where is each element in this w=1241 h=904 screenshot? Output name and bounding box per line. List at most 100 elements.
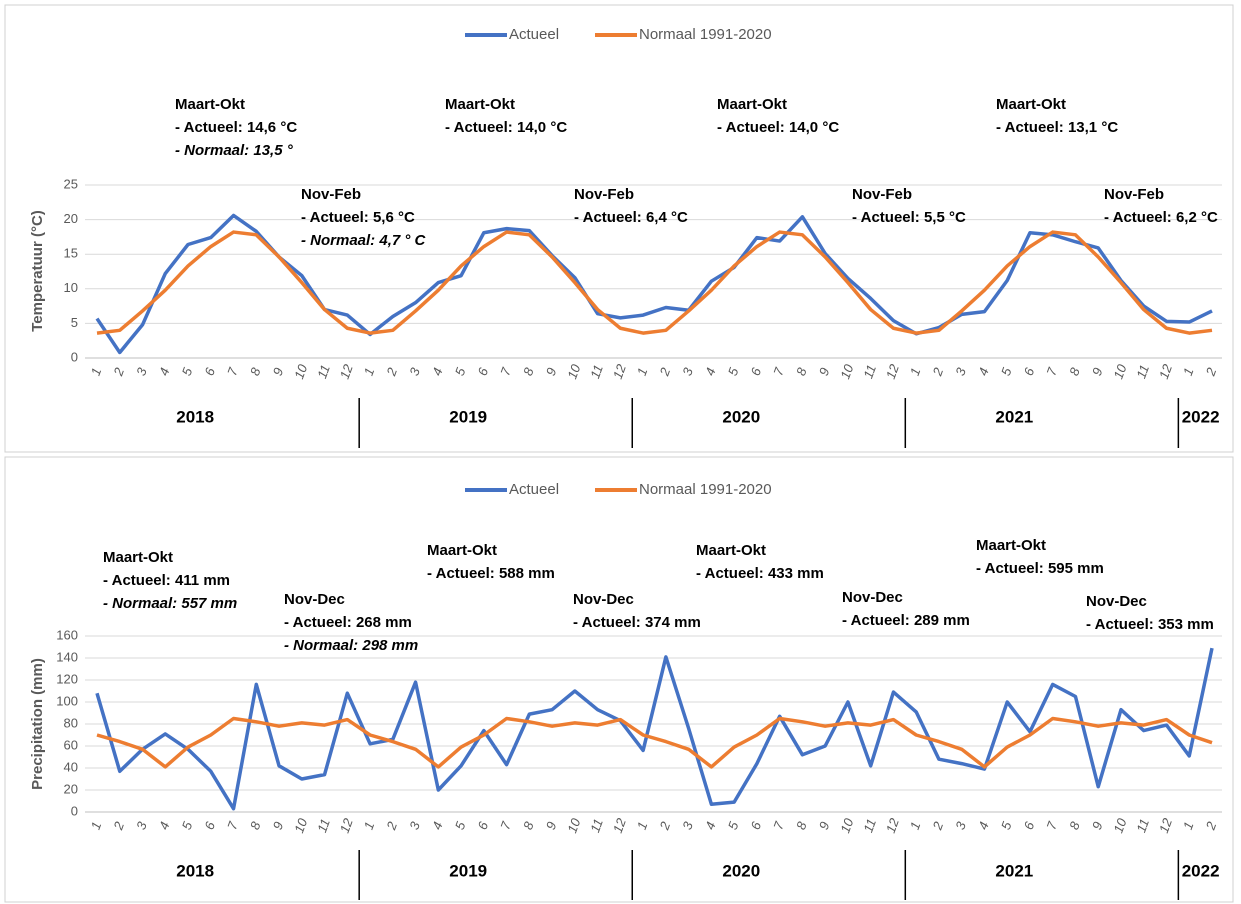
- annotation-normal: - Normaal: 4,7 ° C: [301, 232, 427, 249]
- annotation: - Actueel: 6,2 °C: [1104, 209, 1218, 226]
- x-tick-label: 9: [543, 366, 560, 378]
- x-tick-label: 5: [179, 365, 196, 378]
- annotation: Nov-Feb: [574, 186, 634, 203]
- annotation: Nov-Feb: [301, 186, 361, 203]
- series-line: [96, 230, 1213, 335]
- year-label: 2021: [995, 861, 1033, 880]
- x-tick-label: 5: [452, 365, 469, 378]
- annotation: - Actueel: 289 mm: [842, 612, 970, 629]
- annotation: - Actueel: 268 mm: [284, 614, 412, 631]
- annotation: Maart-Okt: [696, 542, 766, 559]
- x-tick-label: 3: [406, 365, 423, 378]
- x-tick-label: 2: [383, 819, 400, 833]
- x-tick-label: 3: [406, 819, 423, 832]
- x-tick-label: 2: [383, 365, 400, 379]
- frame: [4, 4, 1234, 453]
- x-tick-label: 9: [543, 820, 560, 832]
- x-tick-label: 8: [1066, 365, 1083, 378]
- annotation: - Actueel: 5,6 °C: [301, 209, 415, 226]
- x-tick-label: 8: [793, 365, 810, 378]
- x-tick-label: 7: [1043, 819, 1060, 832]
- x-tick-label: 1: [88, 820, 105, 832]
- x-tick-label: 11: [314, 363, 333, 381]
- x-tick-label: 8: [247, 365, 264, 378]
- x-tick-label: 4: [156, 366, 173, 378]
- annotation: Nov-Dec: [842, 589, 903, 606]
- y-tick-label: 5: [71, 315, 78, 330]
- x-tick-label: 10: [291, 362, 310, 381]
- annotation: Maart-Okt: [717, 96, 787, 113]
- annotation: Maart-Okt: [976, 537, 1046, 554]
- x-tick-label: 4: [429, 820, 446, 832]
- series-line: [95, 647, 1214, 811]
- x-tick-label: 4: [429, 366, 446, 378]
- x-tick-label: 2: [110, 819, 127, 833]
- year-label: 2018: [176, 407, 214, 426]
- x-tick-label: 1: [907, 366, 924, 378]
- annotation: - Actueel: 411 mm: [103, 572, 230, 589]
- annotation: - Actueel: 5,5 °C: [852, 209, 966, 226]
- x-tick-label: 6: [748, 365, 765, 378]
- x-tick-label: 7: [497, 365, 514, 378]
- annotation: Nov-Feb: [1104, 186, 1164, 203]
- annotation: - Actueel: 588 mm: [427, 565, 555, 582]
- legend-label: Normaal 1991-2020: [639, 481, 772, 498]
- annotation: - Actueel: 14,6 °C: [175, 119, 297, 136]
- annotation: Maart-Okt: [445, 96, 515, 113]
- x-tick-label: 6: [1021, 819, 1038, 832]
- x-tick-label: 4: [156, 820, 173, 832]
- annotation: Nov-Dec: [284, 591, 345, 608]
- x-tick-label: 9: [816, 366, 833, 378]
- year-label: 2020: [722, 861, 760, 880]
- y-tick-label: 80: [64, 715, 78, 730]
- x-tick-label: 3: [952, 819, 969, 832]
- legend-label: Actueel: [509, 481, 559, 498]
- y-tick-label: 120: [56, 671, 78, 686]
- x-tick-label: 7: [224, 365, 241, 378]
- x-tick-label: 3: [952, 365, 969, 378]
- x-tick-label: 5: [179, 819, 196, 832]
- x-tick-label: 12: [1156, 816, 1175, 835]
- x-tick-label: 7: [770, 365, 787, 378]
- x-tick-label: 11: [314, 817, 333, 835]
- x-tick-label: 5: [998, 365, 1015, 378]
- x-tick-label: 9: [816, 820, 833, 832]
- y-tick-label: 10: [64, 280, 78, 295]
- legend-label: Actueel: [509, 26, 559, 43]
- frame: [4, 456, 1234, 903]
- y-tick-label: 20: [64, 781, 78, 796]
- annotation: Nov-Feb: [852, 186, 912, 203]
- x-tick-label: 3: [133, 819, 150, 832]
- annotation: - Actueel: 14,0 °C: [717, 119, 839, 136]
- y-tick-label: 25: [64, 176, 78, 191]
- x-tick-label: 7: [770, 819, 787, 832]
- annotation: Maart-Okt: [175, 96, 245, 113]
- y-axis-label: Precipitation (mm): [29, 658, 46, 790]
- x-tick-label: 4: [975, 366, 992, 378]
- x-tick-label: 12: [337, 362, 356, 381]
- x-tick-label: 2: [656, 365, 673, 379]
- x-tick-label: 6: [201, 819, 218, 832]
- annotation: Nov-Dec: [573, 591, 634, 608]
- x-tick-label: 12: [337, 816, 356, 835]
- x-tick-label: 11: [587, 817, 606, 835]
- x-tick-label: 6: [201, 365, 218, 378]
- annotation-normal: - Normaal: 298 mm: [284, 637, 418, 654]
- year-label: 2021: [995, 407, 1033, 426]
- x-tick-label: 2: [1202, 365, 1219, 379]
- x-tick-label: 6: [475, 819, 492, 832]
- x-tick-label: 12: [610, 816, 629, 835]
- year-label: 2020: [722, 407, 760, 426]
- y-tick-label: 0: [71, 349, 78, 364]
- y-tick-label: 15: [64, 246, 78, 261]
- x-tick-label: 2: [1202, 819, 1219, 833]
- x-tick-label: 11: [1133, 817, 1152, 835]
- x-tick-label: 3: [679, 819, 696, 832]
- annotation: - Actueel: 433 mm: [696, 565, 824, 582]
- annotation: Maart-Okt: [996, 96, 1066, 113]
- legend-label: Normaal 1991-2020: [639, 26, 772, 43]
- y-tick-label: 160: [56, 627, 78, 642]
- x-tick-label: 8: [247, 819, 264, 832]
- x-tick-label: 5: [725, 819, 742, 832]
